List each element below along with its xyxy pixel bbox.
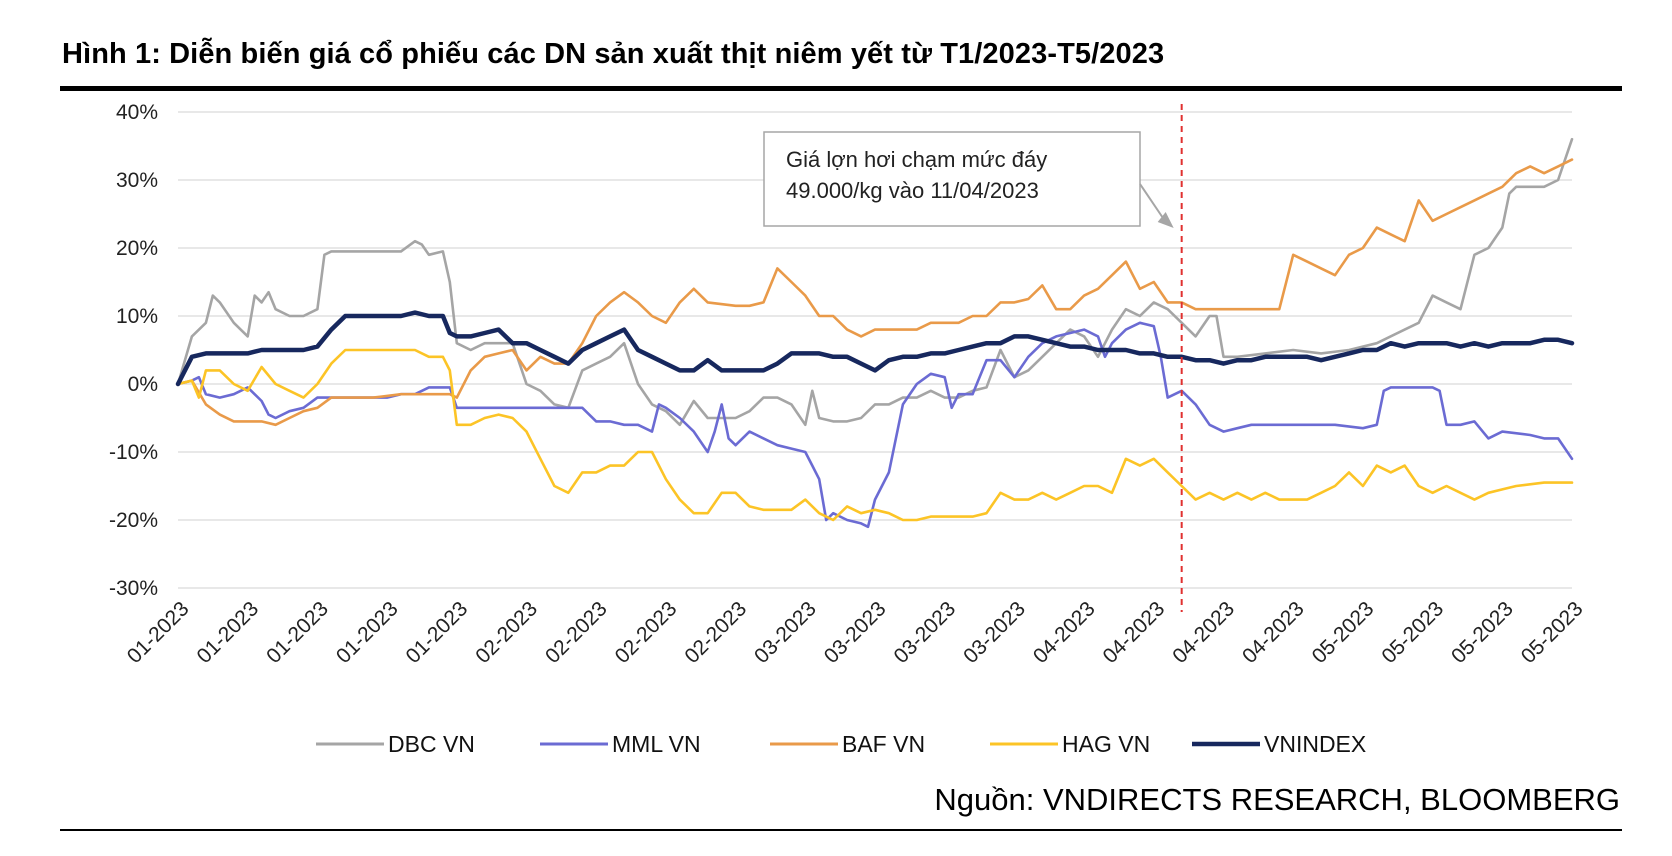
x-tick-label: 04-2023 [1099,597,1170,668]
series-line-vnindex [175,310,1575,387]
annotation: Giá lợn hơi chạm mức đáy 49.000/kg vào 11… [763,131,1174,228]
annotation-arrow-head [1157,212,1174,228]
legend-label: DBC VN [388,731,475,757]
y-tick-label: 20% [116,237,158,260]
series-line-hag-vn [176,348,1574,522]
source-note: Nguồn: VNDIRECTS RESEARCH, BLOOMBERG [934,782,1620,817]
x-tick-label: 02-2023 [541,597,612,668]
series-lines [175,137,1575,529]
x-tick-label: 01-2023 [192,597,263,668]
legend-label: VNINDEX [1264,731,1366,757]
y-tick-label: -10% [109,441,158,464]
x-tick-label: 02-2023 [680,597,751,668]
series-line-baf-vn [176,158,1574,427]
y-tick-label: -30% [109,577,158,600]
x-tick-label: 04-2023 [1168,597,1239,668]
gridlines [178,111,1572,589]
x-tick-label: 04-2023 [1238,597,1309,668]
y-tick-label: 40% [116,101,158,124]
x-tick-label: 03-2023 [750,597,821,668]
bottom-rule [60,829,1622,831]
x-tick-label: 01-2023 [262,597,333,668]
x-tick-label: 03-2023 [889,597,960,668]
x-tick-label: 05-2023 [1377,597,1448,668]
y-axis-ticks: 40% 30% 20% 10% 0% -10% -20% -30% [109,101,158,600]
x-tick-label: 04-2023 [1029,597,1100,668]
annotation-text: 49.000/kg vào 11/04/2023 [786,178,1039,203]
x-tick-label: 01-2023 [332,597,403,668]
series-line-mml-vn [176,321,1574,529]
legend-label: HAG VN [1062,731,1150,757]
y-tick-label: 10% [116,305,158,328]
x-axis-ticks: 01-202301-202301-202301-202301-202302-20… [123,597,1588,668]
legend-label: BAF VN [842,731,925,757]
annotation-arrow-line [1139,183,1167,223]
figure-title: Hình 1: Diễn biến giá cổ phiếu các DN sả… [62,38,1165,70]
x-tick-label: 03-2023 [820,597,891,668]
y-tick-label: 0% [128,373,158,396]
x-tick-label: 05-2023 [1447,597,1518,668]
annotation-text: Giá lợn hơi chạm mức đáy [786,147,1047,172]
x-tick-label: 02-2023 [471,597,542,668]
x-tick-label: 05-2023 [1517,597,1588,668]
x-tick-label: 01-2023 [123,597,194,668]
y-tick-label: 30% [116,169,158,192]
x-tick-label: 03-2023 [959,597,1030,668]
series-line-dbc-vn [176,137,1574,427]
y-tick-label: -20% [109,509,158,532]
legend: DBC VN MML VN BAF VN HAG VN VNINDEX [316,731,1366,757]
x-tick-label: 05-2023 [1308,597,1379,668]
top-rule [60,86,1622,91]
x-tick-label: 02-2023 [611,597,682,668]
x-tick-label: 01-2023 [402,597,473,668]
annotation-box [763,131,1141,227]
legend-label: MML VN [612,731,701,757]
